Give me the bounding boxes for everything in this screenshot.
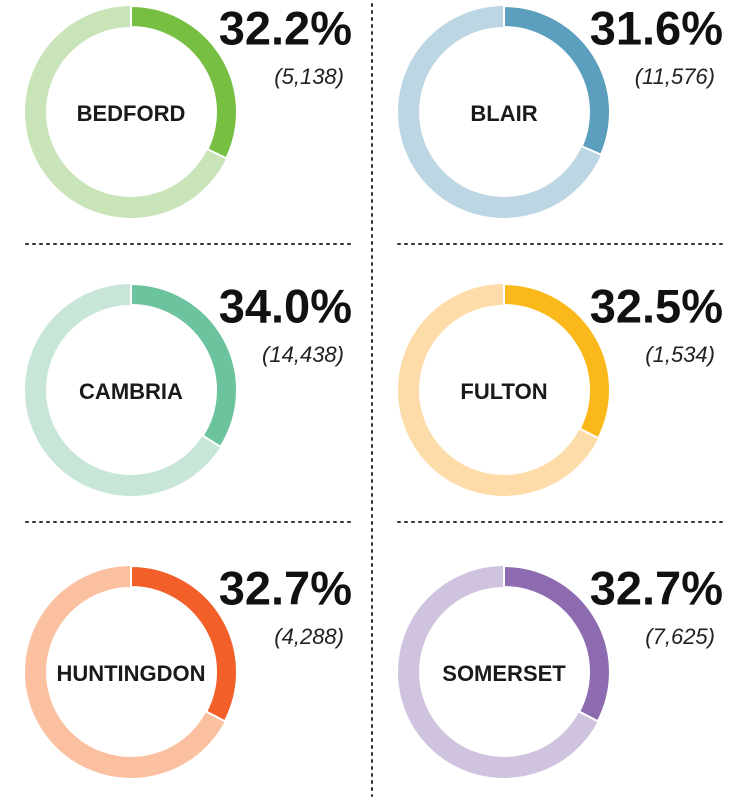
count-label: (1,534) xyxy=(645,342,715,367)
count-label: (7,625) xyxy=(645,624,715,649)
county-name: BLAIR xyxy=(470,101,537,126)
percent-label: 32.2% xyxy=(219,1,352,54)
donut-segment xyxy=(503,282,611,440)
donut-segment xyxy=(130,4,238,160)
count-label: (14,438) xyxy=(262,342,344,367)
donut-segment xyxy=(130,564,238,723)
percent-label: 32.5% xyxy=(590,279,723,332)
county-name: BEDFORD xyxy=(77,101,186,126)
county-name: CAMBRIA xyxy=(79,379,183,404)
count-label: (5,138) xyxy=(274,64,344,89)
county-name: HUNTINGDON xyxy=(56,661,205,686)
percent-label: 34.0% xyxy=(219,279,352,332)
donut-segment xyxy=(503,564,611,723)
donut-segment xyxy=(130,282,238,449)
percent-label: 32.7% xyxy=(219,561,352,614)
count-label: (11,576) xyxy=(635,64,715,89)
county-name: FULTON xyxy=(460,379,547,404)
donut-segment xyxy=(503,4,611,157)
percent-label: 32.7% xyxy=(590,561,723,614)
county-name: SOMERSET xyxy=(442,661,566,686)
percent-label: 31.6% xyxy=(590,1,723,54)
count-label: (4,288) xyxy=(274,624,344,649)
